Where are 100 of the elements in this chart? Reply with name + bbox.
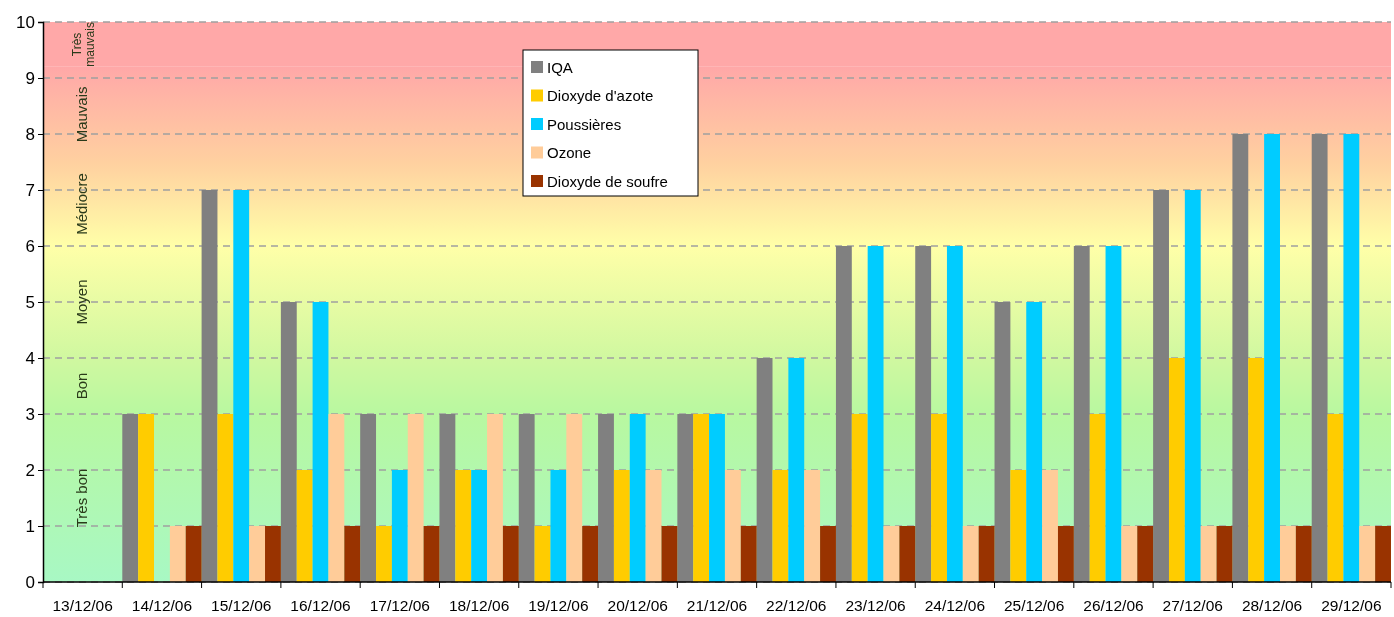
bar xyxy=(169,526,186,582)
bar xyxy=(804,470,821,582)
bar xyxy=(534,526,551,582)
bar xyxy=(1279,526,1296,582)
bar xyxy=(1200,526,1217,582)
bar xyxy=(867,246,884,582)
band-label: Moyen xyxy=(73,279,90,325)
x-tick-label: 22/12/06 xyxy=(766,597,827,614)
bar xyxy=(1153,190,1169,582)
x-tick-label: 17/12/06 xyxy=(369,597,430,614)
bar xyxy=(1137,526,1154,582)
bar xyxy=(1168,358,1185,582)
bar xyxy=(344,526,361,582)
x-tick-label: 19/12/06 xyxy=(528,597,589,614)
bar xyxy=(1232,134,1249,582)
x-tick-label: 15/12/06 xyxy=(211,597,272,614)
y-tick-label: 3 xyxy=(25,404,35,424)
legend-label: Dioxyde de soufre xyxy=(547,172,668,190)
bar xyxy=(1327,414,1344,582)
bar xyxy=(709,414,725,582)
bar xyxy=(1343,134,1360,582)
legend-label: IQA xyxy=(547,58,573,76)
x-tick-label: 28/12/06 xyxy=(1241,597,1303,614)
legend-label: Dioxyde d'azote xyxy=(547,87,654,104)
bar xyxy=(629,414,646,582)
bar xyxy=(566,414,583,582)
bar xyxy=(1073,246,1090,582)
bar xyxy=(1026,302,1043,582)
bar xyxy=(645,470,662,582)
x-tick-label: 14/12/06 xyxy=(131,597,193,614)
bar xyxy=(423,526,440,582)
bar xyxy=(931,414,947,582)
bar xyxy=(1359,526,1376,582)
bar xyxy=(455,470,472,582)
bar xyxy=(693,414,710,582)
bar xyxy=(915,246,932,582)
bar xyxy=(138,414,155,582)
bar xyxy=(487,414,503,582)
band-label: Très bon xyxy=(73,468,90,528)
bar xyxy=(280,302,297,582)
bar xyxy=(1121,526,1138,582)
y-tick-label: 5 xyxy=(25,292,35,312)
bar xyxy=(391,470,408,582)
y-tick-label: 6 xyxy=(25,236,35,256)
bar xyxy=(788,358,805,582)
bar xyxy=(296,470,313,582)
band-label: Bon xyxy=(73,372,90,400)
bar xyxy=(328,414,345,582)
bar xyxy=(598,414,614,582)
band-label: Médiocre xyxy=(73,173,90,235)
bar xyxy=(122,414,139,582)
legend-label: Poussières xyxy=(547,115,622,133)
bar xyxy=(233,190,250,582)
bar xyxy=(376,526,392,582)
bar xyxy=(249,526,266,582)
bar xyxy=(851,414,868,582)
bar xyxy=(407,414,424,582)
bar xyxy=(1010,470,1027,582)
bar xyxy=(185,526,202,582)
x-tick-label: 24/12/06 xyxy=(924,597,986,614)
bar xyxy=(1105,246,1122,582)
x-tick-label: 23/12/06 xyxy=(845,597,906,614)
bar xyxy=(835,246,852,582)
bar xyxy=(1375,526,1391,582)
bar xyxy=(201,190,218,582)
bar xyxy=(899,526,916,582)
bar xyxy=(820,526,836,582)
bar xyxy=(1184,190,1201,582)
x-tick-label: 16/12/06 xyxy=(290,597,351,614)
bar xyxy=(724,470,741,582)
bar xyxy=(1295,526,1312,582)
bar xyxy=(1248,358,1265,582)
bar xyxy=(439,414,456,582)
bar xyxy=(502,526,519,582)
bar xyxy=(1264,134,1280,582)
x-tick-label: 26/12/06 xyxy=(1083,597,1144,614)
bar xyxy=(312,302,329,582)
x-tick-label: 25/12/06 xyxy=(1004,597,1065,614)
y-tick-label: 7 xyxy=(25,180,35,200)
x-tick-label: 13/12/06 xyxy=(52,597,113,614)
bar xyxy=(946,246,963,582)
bar xyxy=(1216,526,1233,582)
y-tick-label: 1 xyxy=(25,516,35,536)
x-tick-label: 18/12/06 xyxy=(448,597,510,614)
x-tick-label: 29/12/06 xyxy=(1321,597,1382,614)
legend-label: Ozone xyxy=(547,144,592,161)
x-tick-label: 20/12/06 xyxy=(607,597,668,614)
bar xyxy=(756,358,773,582)
bar xyxy=(1042,470,1058,582)
bar xyxy=(740,526,757,582)
y-tick-label: 10 xyxy=(16,12,35,32)
bar xyxy=(582,526,599,582)
x-tick-label: 27/12/06 xyxy=(1162,597,1223,614)
y-tick-label: 2 xyxy=(25,460,35,480)
band-label: Très mauvais xyxy=(69,22,97,67)
y-tick-label: 4 xyxy=(25,348,35,368)
y-tick-label: 9 xyxy=(25,68,35,88)
bar xyxy=(661,526,678,582)
y-tick-label: 0 xyxy=(25,572,35,592)
bar xyxy=(677,414,694,582)
